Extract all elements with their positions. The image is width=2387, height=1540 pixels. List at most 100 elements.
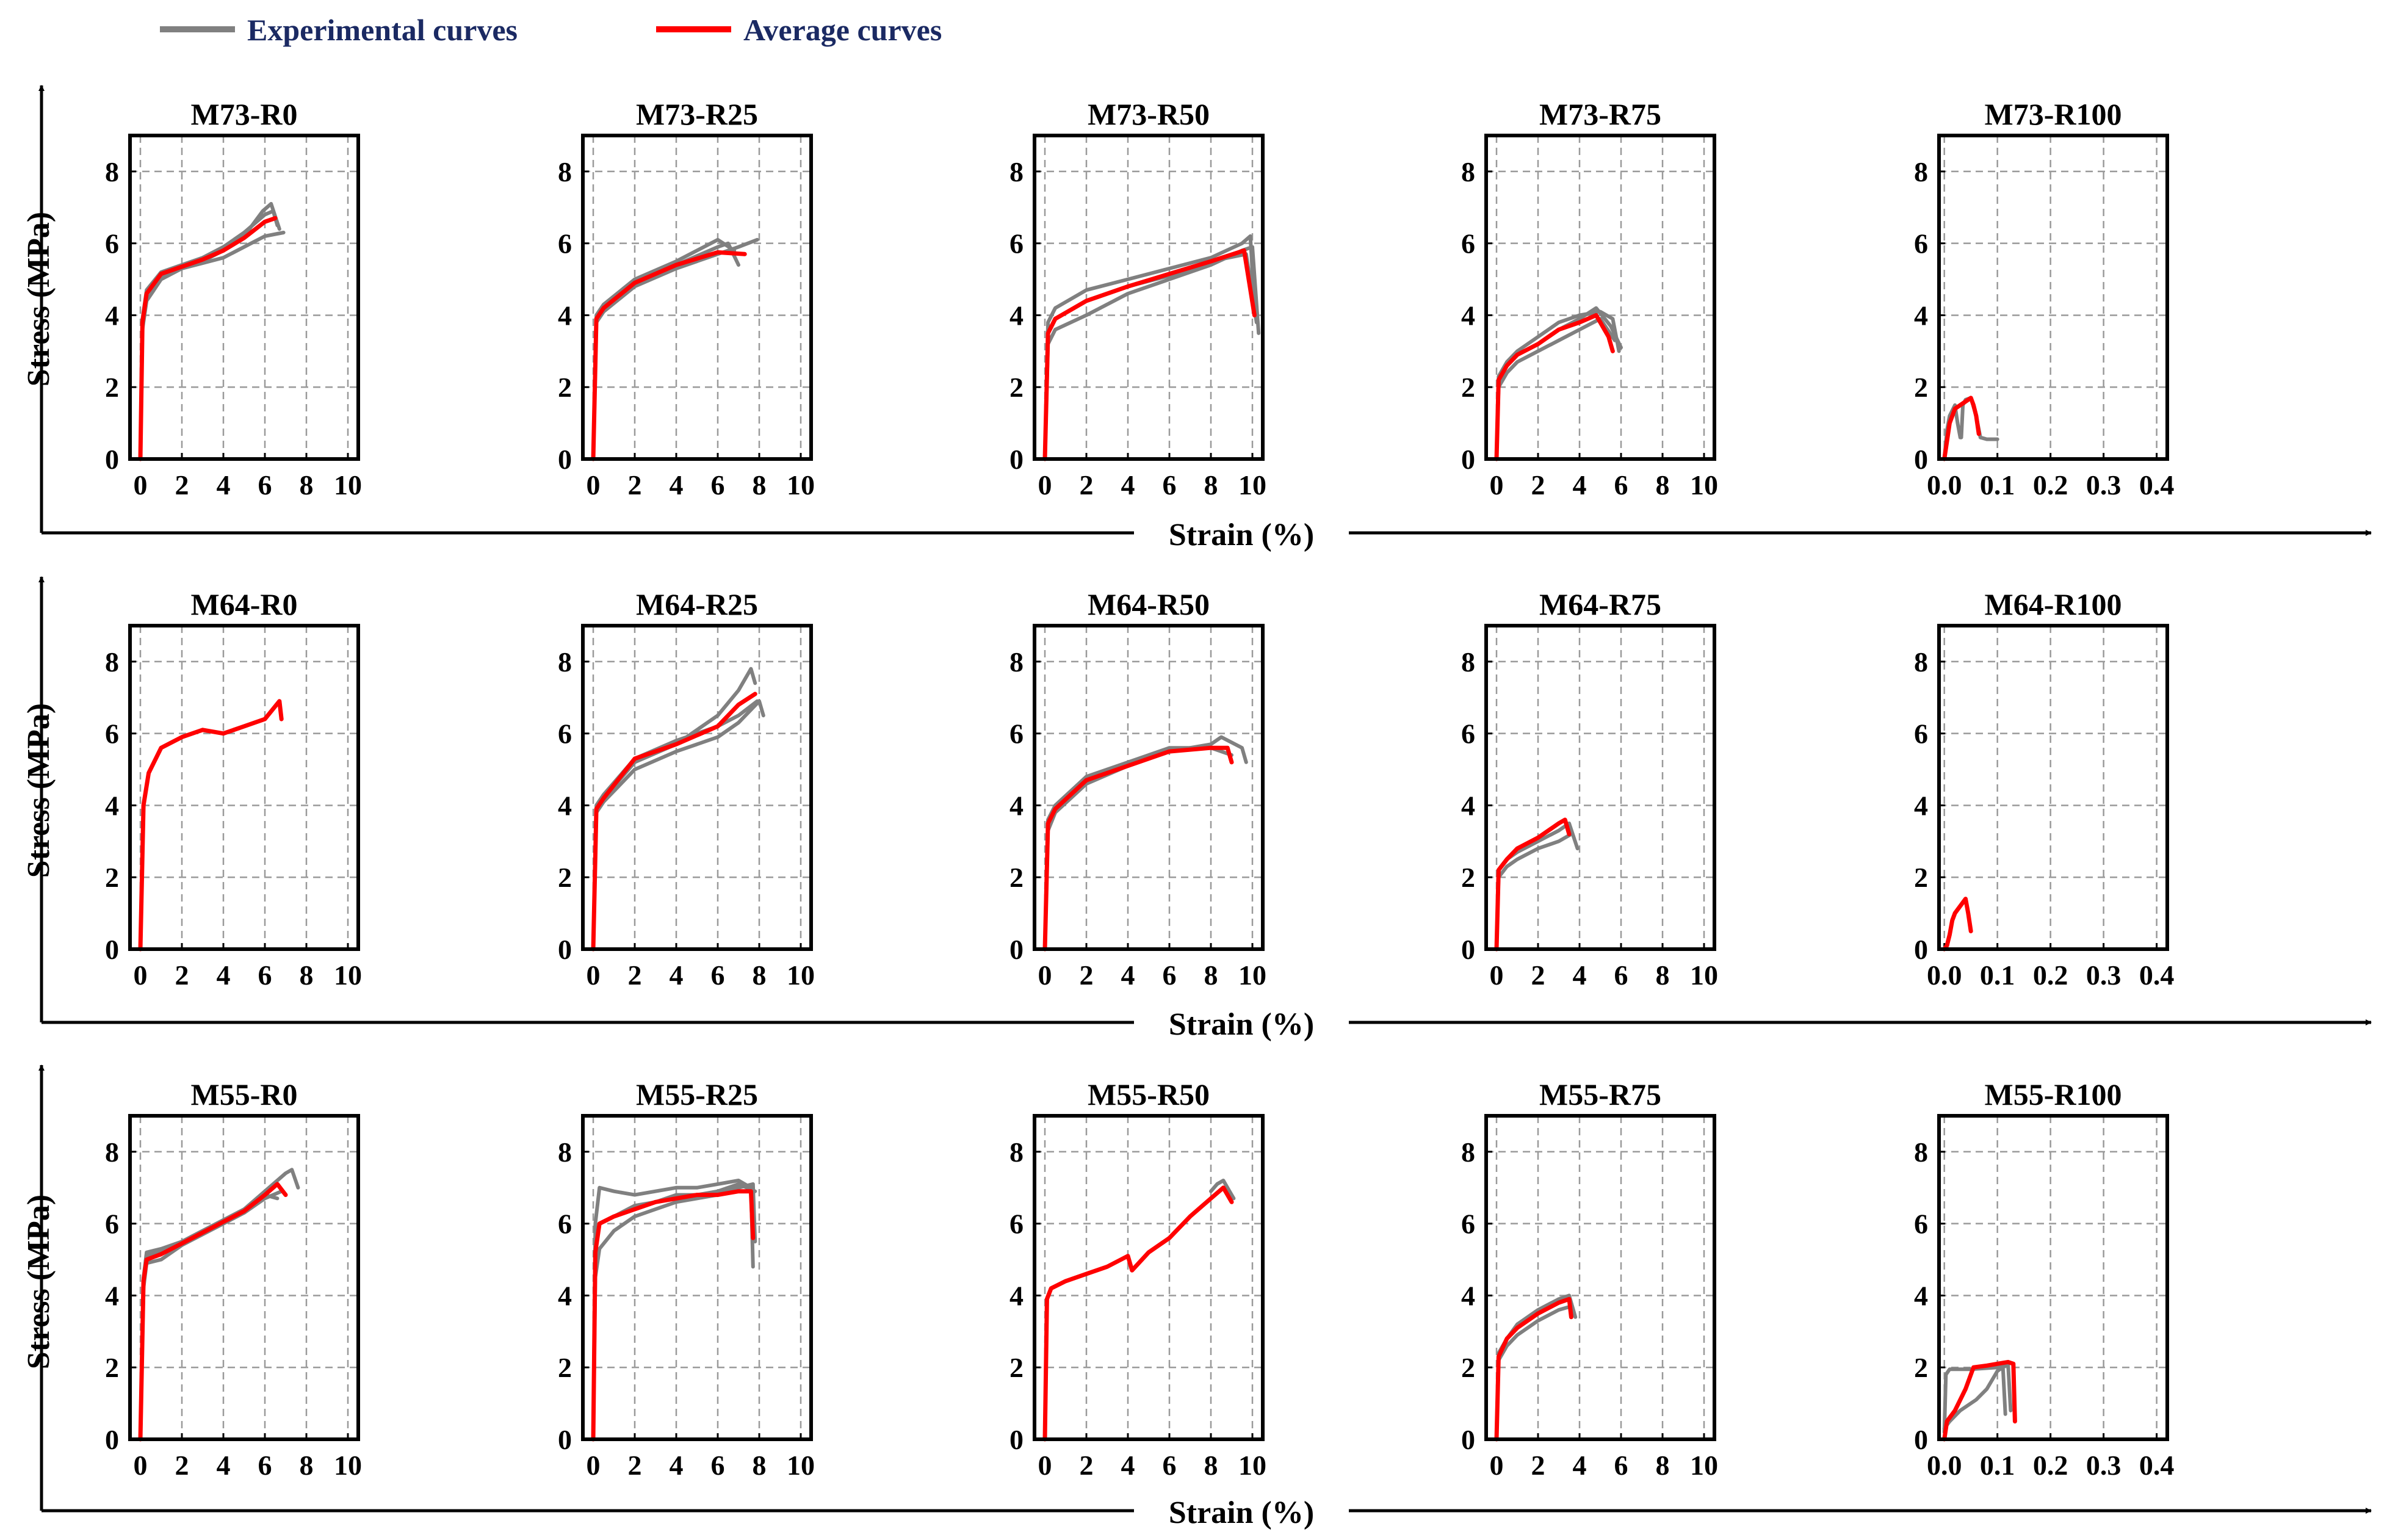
x-axis-label-row-2: Strain (%) — [1169, 1007, 1314, 1042]
x-tick-label: 8 — [753, 1450, 767, 1481]
x-tick-label: 4 — [670, 960, 684, 991]
experimental-curve-2 — [1942, 1362, 2013, 1431]
x-tick-label: 8 — [1656, 1450, 1670, 1481]
x-tick-label: 6 — [1163, 1450, 1177, 1481]
y-tick-label: 0 — [1009, 444, 1024, 475]
panel-title: M55-R25 — [636, 1077, 758, 1112]
y-tick-label: 2 — [1009, 372, 1024, 403]
experimental-curve-1 — [591, 1179, 755, 1441]
y-tick-label: 6 — [558, 718, 572, 750]
y-tick-label: 6 — [1461, 1209, 1475, 1240]
panel-frame — [1033, 1114, 1265, 1441]
panel-frame — [1484, 624, 1716, 951]
x-tick-label: 4 — [670, 1450, 684, 1481]
average-curve-3 — [1042, 745, 1234, 952]
y-tick-label: 8 — [1914, 156, 1928, 187]
x-tick-label: 10 — [1238, 1450, 1266, 1481]
panel-frame — [581, 134, 813, 461]
x-tick-label: 2 — [1080, 960, 1094, 991]
panel-title: M73-R0 — [191, 97, 298, 131]
panel-title: M64-R25 — [636, 587, 758, 621]
y-tick-label: 6 — [1914, 718, 1928, 750]
y-tick-label: 2 — [558, 372, 572, 403]
average-curve-3 — [1494, 1296, 1573, 1442]
x-tick-label: 10 — [334, 960, 362, 991]
panel-m55-r100: M55-R100 0.0 0.1 0.2 0.3 0.4 0 2 4 6 8 — [1914, 1077, 2174, 1481]
panel-m73-r100: M73-R100 0.0 0.1 0.2 0.3 0.4 0 2 4 6 8 — [1914, 97, 2174, 501]
experimental-curve-1 — [1209, 1179, 1236, 1201]
x-tick-label: 0 — [134, 1450, 148, 1481]
x-tick-label: 0 — [587, 1450, 601, 1481]
average-curve-4 — [1042, 248, 1257, 461]
y-tick-label: 8 — [1461, 646, 1475, 678]
x-tick-label: 6 — [1614, 1450, 1628, 1481]
x-tick-label: 8 — [753, 469, 767, 501]
panel-title: M64-R0 — [191, 587, 298, 621]
x-tick-label: 10 — [1690, 1450, 1718, 1481]
x-tick-label: 2 — [175, 960, 189, 991]
x-tick-label: 2 — [1080, 1450, 1094, 1481]
x-tick-label: 2 — [628, 960, 642, 991]
y-tick-label: 0 — [558, 444, 572, 475]
y-tick-label: 4 — [1009, 1280, 1024, 1311]
panel-title: M55-R75 — [1539, 1077, 1661, 1112]
x-tick-label: 8 — [1656, 960, 1670, 991]
x-tick-label: 0.0 — [1927, 960, 1962, 991]
y-tick-label: 2 — [105, 372, 119, 403]
y-tick-label: 8 — [1914, 646, 1928, 678]
y-tick-label: 2 — [1461, 862, 1475, 893]
y-tick-label: 8 — [558, 156, 572, 187]
y-tick-label: 6 — [1009, 1209, 1024, 1240]
x-tick-label: 8 — [1656, 469, 1670, 501]
panel-frame — [1484, 1114, 1716, 1441]
experimental-curve-2 — [1495, 832, 1573, 951]
y-tick-label: 4 — [1461, 790, 1475, 821]
experimental-curve-3 — [591, 1182, 757, 1441]
panel-frame — [581, 624, 813, 951]
y-tick-label: 8 — [1461, 156, 1475, 187]
x-tick-label: 4 — [1573, 960, 1587, 991]
y-tick-label: 2 — [1009, 1352, 1024, 1383]
x-tick-label: 10 — [1690, 960, 1718, 991]
x-tick-label: 10 — [334, 469, 362, 501]
x-tick-label: 6 — [1614, 960, 1628, 991]
experimental-curve-3 — [591, 699, 759, 951]
x-tick-label: 4 — [1121, 469, 1135, 501]
x-tick-label: 10 — [1238, 469, 1266, 501]
y-tick-label: 4 — [558, 1280, 572, 1311]
y-tick-label: 6 — [105, 228, 119, 259]
experimental-curve-1 — [1942, 396, 1999, 461]
x-tick-label: 0 — [134, 960, 148, 991]
experimental-curve-1 — [139, 1168, 300, 1441]
x-tick-label: 0 — [1038, 469, 1052, 501]
x-tick-label: 0.3 — [2086, 469, 2122, 501]
y-tick-label: 6 — [1009, 228, 1024, 259]
panel-frame — [581, 1114, 813, 1441]
y-tick-label: 6 — [105, 1209, 119, 1240]
x-tick-label: 6 — [258, 960, 272, 991]
x-tick-label: 6 — [258, 1450, 272, 1481]
x-tick-label: 10 — [1238, 960, 1266, 991]
y-tick-label: 4 — [1461, 300, 1475, 331]
y-tick-label: 6 — [1009, 718, 1024, 750]
x-tick-label: 10 — [787, 469, 815, 501]
average-curve-1 — [1942, 897, 1973, 952]
y-tick-label: 6 — [1461, 228, 1475, 259]
y-tick-label: 8 — [1461, 1137, 1475, 1168]
y-tick-label: 2 — [1461, 1352, 1475, 1383]
panel-m64-r100: M64-R100 0.0 0.1 0.2 0.3 0.4 0 2 4 6 8 — [1914, 587, 2174, 991]
y-tick-label: 2 — [105, 1352, 119, 1383]
panel-title: M73-R100 — [1985, 97, 2122, 131]
average-curve-4 — [138, 215, 278, 461]
x-tick-label: 4 — [217, 960, 231, 991]
y-tick-label: 2 — [1914, 1352, 1928, 1383]
x-tick-label: 2 — [1080, 469, 1094, 501]
y-tick-label: 2 — [558, 862, 572, 893]
